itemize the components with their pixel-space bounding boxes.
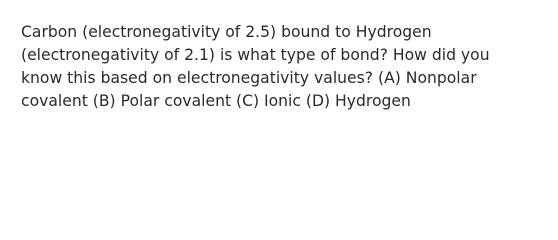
question-card: Carbon (electronegativity of 2.5) bound … bbox=[21, 23, 490, 110]
question-line: Carbon (electronegativity of 2.5) bound … bbox=[21, 23, 432, 41]
question-line: (electronegativity of 2.1) is what type … bbox=[21, 46, 490, 64]
question-line: covalent (B) Polar covalent (C) Ionic (D… bbox=[21, 92, 411, 110]
page: Carbon (electronegativity of 2.5) bound … bbox=[21, 23, 490, 110]
question-line: know this based on electronegativity val… bbox=[21, 69, 477, 87]
